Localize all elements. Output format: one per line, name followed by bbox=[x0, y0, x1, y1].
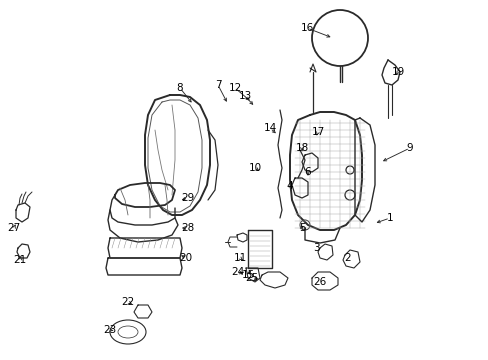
Text: 7: 7 bbox=[214, 80, 221, 90]
Text: 13: 13 bbox=[238, 91, 251, 101]
Text: 23: 23 bbox=[103, 325, 116, 335]
Text: 20: 20 bbox=[179, 253, 192, 263]
Text: 3: 3 bbox=[312, 243, 319, 253]
Text: 18: 18 bbox=[295, 143, 308, 153]
Text: 22: 22 bbox=[121, 297, 134, 307]
Text: 5: 5 bbox=[298, 223, 305, 233]
Text: 11: 11 bbox=[233, 253, 246, 263]
Text: 10: 10 bbox=[248, 163, 261, 173]
Text: 24: 24 bbox=[231, 267, 244, 277]
Text: 28: 28 bbox=[181, 223, 194, 233]
Text: 14: 14 bbox=[263, 123, 276, 133]
Text: 21: 21 bbox=[13, 255, 26, 265]
Text: 15: 15 bbox=[241, 270, 254, 280]
Text: 26: 26 bbox=[313, 277, 326, 287]
Text: 1: 1 bbox=[386, 213, 392, 223]
Text: 2: 2 bbox=[344, 253, 350, 263]
Text: 16: 16 bbox=[300, 23, 313, 33]
Text: 29: 29 bbox=[181, 193, 194, 203]
Text: 27: 27 bbox=[7, 223, 20, 233]
Text: 25: 25 bbox=[245, 273, 258, 283]
Text: 12: 12 bbox=[228, 83, 241, 93]
Text: 4: 4 bbox=[286, 181, 293, 191]
Text: 17: 17 bbox=[311, 127, 324, 137]
Text: 6: 6 bbox=[304, 167, 311, 177]
Text: 19: 19 bbox=[390, 67, 404, 77]
Text: 8: 8 bbox=[176, 83, 183, 93]
Text: 9: 9 bbox=[406, 143, 412, 153]
